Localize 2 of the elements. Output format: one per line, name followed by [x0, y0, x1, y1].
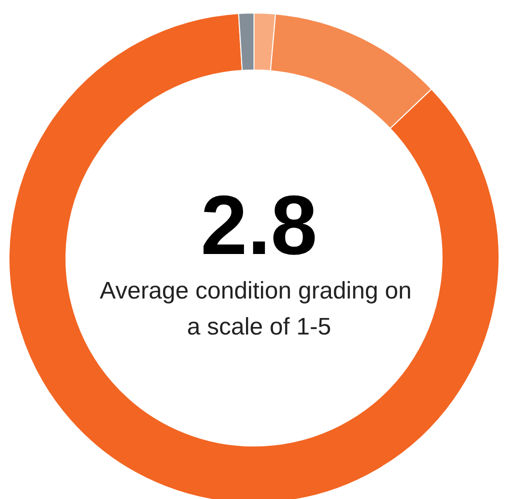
text: Average condition grading on a scale of 1-5 — [100, 278, 418, 340]
text: 2.8 — [200, 178, 318, 272]
